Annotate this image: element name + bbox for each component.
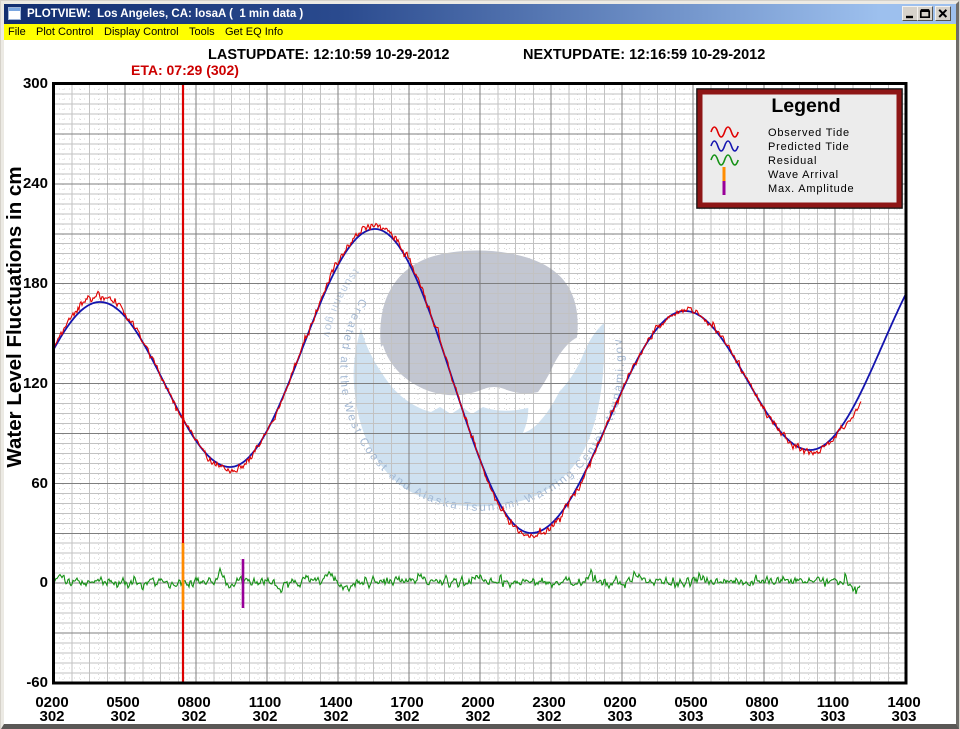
svg-text:Legend: Legend bbox=[771, 95, 840, 117]
svg-text:Predicted Tide: Predicted Tide bbox=[768, 141, 850, 153]
svg-text:Wave Arrival: Wave Arrival bbox=[768, 169, 839, 181]
svg-text:Observed Tide: Observed Tide bbox=[768, 127, 850, 139]
svg-text:Max. Amplitude: Max. Amplitude bbox=[768, 183, 854, 195]
svg-text:Residual: Residual bbox=[768, 155, 817, 167]
